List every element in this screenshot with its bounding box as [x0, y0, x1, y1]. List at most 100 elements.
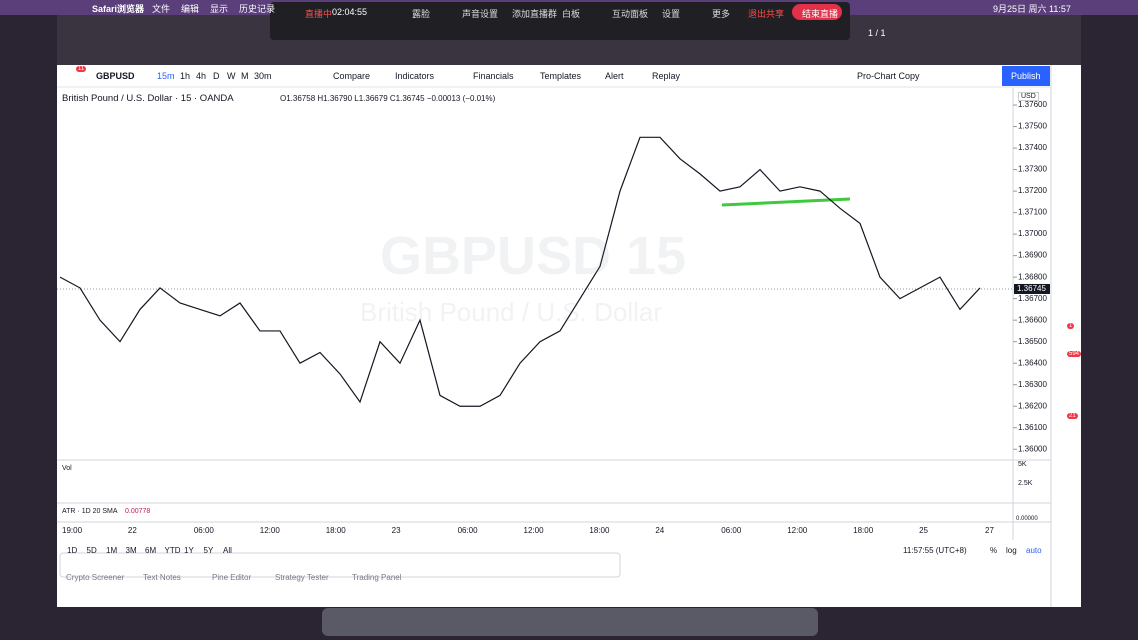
drawing-toolbar — [59, 552, 621, 578]
menu-item[interactable]: 显示 — [210, 4, 229, 14]
y-tick-label: 1.36700 — [1018, 294, 1047, 303]
x-tick-label: 27 — [985, 526, 994, 535]
interval[interactable]: 15m — [157, 71, 175, 81]
x-tick-label: 19:00 — [62, 526, 83, 535]
x-tick-label: 24 — [655, 526, 664, 535]
live-timer: 02:04:55 — [332, 7, 368, 17]
range-button[interactable]: 1D — [67, 546, 78, 555]
clock: 9月25日 周六 11:57 — [993, 4, 1071, 14]
volume-tick: 2.5K — [1018, 480, 1033, 487]
volume-tick: 5K — [1018, 461, 1027, 468]
percent-toggle[interactable]: % — [990, 546, 998, 555]
interval[interactable]: W — [227, 71, 236, 81]
symbol-legend: British Pound / U.S. Dollar · 15 · OANDA — [62, 93, 234, 104]
interval[interactable]: D — [213, 71, 220, 81]
y-tick-label: 1.36500 — [1018, 337, 1047, 346]
y-tick-label: 1.36400 — [1018, 358, 1047, 367]
meeting-item[interactable]: 声音设置 — [462, 9, 499, 19]
y-tick-label: 1.36900 — [1018, 251, 1047, 260]
x-tick-label: 23 — [392, 526, 401, 535]
notification-badge: 11 — [76, 66, 87, 72]
sidebar-badge: 594 — [1067, 351, 1082, 357]
watermark-symbol: GBPUSD 15 — [380, 226, 687, 286]
x-tick-label: 06:00 — [194, 526, 215, 535]
stop-share[interactable]: 退出共享 — [748, 9, 785, 19]
y-tick-label: 1.36800 — [1018, 272, 1047, 281]
publish-button[interactable] — [1002, 66, 1050, 86]
menu-item[interactable]: 历史记录 — [239, 4, 276, 14]
range-button[interactable]: 3M — [125, 546, 137, 555]
bottom-tab[interactable]: Crypto Screener — [66, 573, 125, 582]
y-tick-label: 1.36600 — [1018, 315, 1047, 324]
bottom-tab[interactable]: Text Notes — [143, 573, 181, 582]
x-tick-label: 06:00 — [458, 526, 479, 535]
meeting-item[interactable]: 露脸 — [412, 9, 431, 19]
y-tick-label: 1.37200 — [1018, 186, 1047, 195]
sidebar-badge: 1 — [1067, 323, 1075, 329]
atr-title: ATR · 1D 20 SMA — [62, 508, 118, 515]
meeting-item[interactable]: 白板 — [562, 9, 581, 19]
range-button[interactable]: All — [223, 546, 232, 555]
y-tick-label: 1.37100 — [1018, 208, 1047, 217]
symbol[interactable]: GBPUSD — [96, 71, 135, 81]
toolbar-button[interactable]: Compare — [333, 71, 371, 81]
toolbar-button[interactable]: Replay — [652, 71, 681, 81]
meeting-bar — [270, 2, 850, 40]
y-tick-label: 1.36000 — [1018, 444, 1047, 453]
currency: USD — [1018, 92, 1039, 101]
bottom-tab[interactable]: Strategy Tester — [275, 573, 329, 582]
layout-name[interactable]: Pro-Chart Copy — [857, 71, 920, 81]
last-price-box — [1014, 283, 1050, 294]
toolbar-button[interactable]: Alert — [605, 71, 624, 81]
x-tick-label: 18:00 — [326, 526, 347, 535]
volume-title: Vol — [62, 465, 72, 472]
end-live[interactable]: 结束直播 — [802, 9, 839, 19]
y-tick-label: 1.36300 — [1018, 380, 1047, 389]
toolbar-button[interactable]: Templates — [540, 71, 582, 81]
range-button[interactable]: 5D — [86, 546, 97, 555]
x-tick-label: 25 — [919, 526, 928, 535]
range-button[interactable]: 1Y — [184, 546, 194, 555]
dock — [322, 608, 818, 636]
ohlc-legend: O1.36758 H1.36790 L1.36679 C1.36745 −0.0… — [280, 94, 496, 103]
y-tick-label: 1.36100 — [1018, 423, 1047, 432]
x-tick-label: 06:00 — [721, 526, 742, 535]
page-indicator: 1 / 1 — [868, 28, 886, 38]
toolbar-button[interactable]: Financials — [473, 71, 514, 81]
interval[interactable]: M — [241, 71, 249, 81]
y-tick-label: 1.37000 — [1018, 229, 1047, 238]
menu-item[interactable]: 文件 — [152, 4, 171, 14]
bottom-tab[interactable]: Pine Editor — [212, 573, 252, 582]
tradingview — [57, 65, 1081, 607]
interval[interactable]: 4h — [196, 71, 207, 81]
menu-app: Safari浏览器 — [92, 4, 145, 14]
auto-toggle[interactable]: auto — [1026, 546, 1042, 555]
meeting-item[interactable]: 添加直播群 — [512, 9, 558, 19]
meeting-item[interactable]: 设置 — [662, 9, 681, 19]
menu-item[interactable]: 编辑 — [181, 4, 200, 14]
atr-scale: 0.00000 — [1016, 516, 1038, 522]
range-button[interactable]: 6M — [145, 546, 157, 555]
y-tick-label: 1.37600 — [1018, 100, 1047, 109]
range-button[interactable]: 5Y — [203, 546, 214, 555]
x-tick-label: 18:00 — [589, 526, 610, 535]
bottom-tab[interactable]: Trading Panel — [352, 573, 402, 582]
publish[interactable]: Publish — [1011, 71, 1041, 81]
interval[interactable]: 30m — [254, 71, 272, 81]
meeting-item[interactable]: 更多 — [712, 9, 731, 19]
toolbar-button[interactable]: Indicators — [395, 71, 435, 81]
x-tick-label: 12:00 — [260, 526, 281, 535]
live-status: 直播中 — [305, 9, 333, 19]
x-tick-label: 12:00 — [787, 526, 808, 535]
y-tick-label: 1.37500 — [1018, 122, 1047, 131]
range-button[interactable]: YTD — [164, 546, 181, 555]
log-toggle[interactable]: log — [1006, 546, 1017, 555]
sidebar-badge: 21 — [1067, 413, 1078, 419]
range-button[interactable]: 1M — [106, 546, 118, 555]
end-live-button[interactable] — [792, 4, 842, 20]
x-tick-label: 22 — [128, 526, 137, 535]
meeting-item[interactable]: 互动面板 — [612, 9, 649, 19]
interval[interactable]: 1h — [180, 71, 191, 81]
